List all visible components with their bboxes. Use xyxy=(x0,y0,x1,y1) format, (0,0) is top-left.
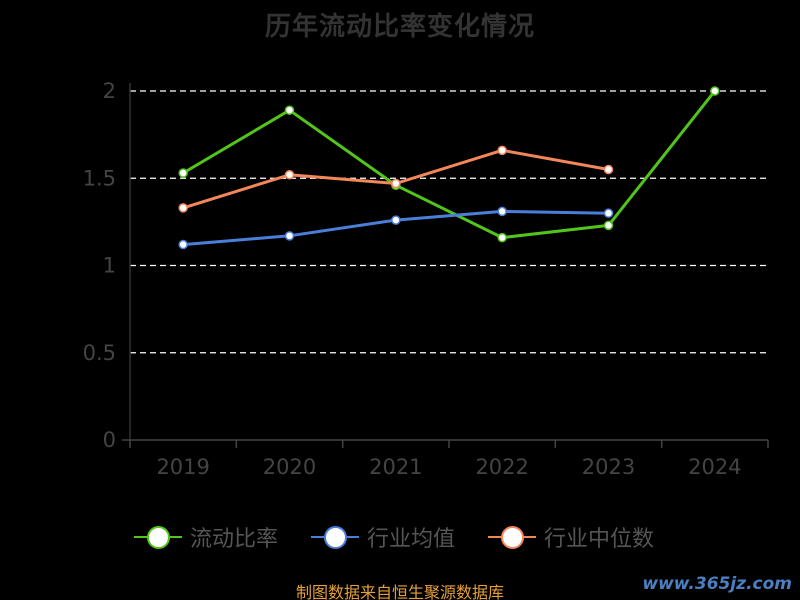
series-layer xyxy=(178,86,720,250)
legend-label: 行业中位数 xyxy=(544,527,655,552)
watermark: www.365jz.com xyxy=(642,574,792,594)
legend-item-1[interactable]: 行业均值 xyxy=(311,517,455,557)
legend-label: 行业均值 xyxy=(367,527,456,552)
data-point[interactable] xyxy=(284,231,295,241)
data-point[interactable] xyxy=(178,168,188,178)
source-note: 制图数据来自恒生聚源数据库 xyxy=(295,583,504,600)
grid-layer xyxy=(130,90,768,354)
data-point[interactable] xyxy=(284,170,295,180)
legend-item-2[interactable]: 行业中位数 xyxy=(488,517,654,557)
data-point[interactable] xyxy=(497,232,507,243)
y-tick-label: 2 xyxy=(103,79,116,103)
legend-label: 流动比率 xyxy=(190,527,279,552)
data-point[interactable] xyxy=(391,215,401,225)
legend-swatch xyxy=(134,517,182,557)
series-line-0 xyxy=(182,90,716,240)
data-point[interactable] xyxy=(497,206,507,217)
data-point[interactable] xyxy=(284,105,295,115)
data-point[interactable] xyxy=(603,220,614,231)
y-tick-label: 0 xyxy=(103,428,116,452)
axis-layer: 0 0.5 1 1.5 2 2019 2020 2021 2022 2023 2024 xyxy=(83,79,769,479)
legend-swatch xyxy=(488,517,536,557)
x-tick-label: 2022 xyxy=(475,455,528,479)
legend-item-0[interactable]: 流动比率 xyxy=(134,517,278,557)
legend-swatch xyxy=(311,517,359,557)
x-tick-label: 2021 xyxy=(369,455,422,479)
x-tick-label: 2020 xyxy=(263,455,316,479)
x-tick-label: 2024 xyxy=(688,455,741,479)
data-point[interactable] xyxy=(178,203,188,213)
legend: 流动比率 行业均值 行业中位数 xyxy=(0,517,800,557)
y-tick-label: 0.5 xyxy=(83,341,116,365)
data-point[interactable] xyxy=(178,239,188,250)
data-point[interactable] xyxy=(497,145,507,156)
chart-title: 历年流动比率变化情况 xyxy=(264,12,535,42)
data-point[interactable] xyxy=(603,164,614,175)
x-tick-label: 2019 xyxy=(156,455,209,479)
data-point[interactable] xyxy=(710,86,720,96)
y-tick-label: 1 xyxy=(103,254,116,278)
y-tick-label: 1.5 xyxy=(83,166,116,190)
data-point[interactable] xyxy=(603,208,614,218)
x-tick-label: 2023 xyxy=(582,455,635,479)
data-point[interactable] xyxy=(391,178,401,189)
